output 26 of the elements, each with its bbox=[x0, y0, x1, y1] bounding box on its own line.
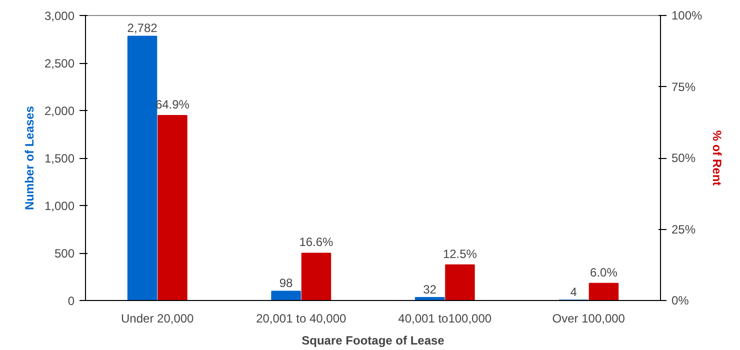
data-label: 12.5% bbox=[442, 246, 478, 261]
x-tick-label: 20,001 to 40,000 bbox=[256, 312, 346, 326]
x-axis-title: Square Footage of Lease bbox=[302, 334, 445, 348]
data-label: 16.6% bbox=[299, 235, 334, 250]
x-tick-label: 40,001 to100,000 bbox=[398, 312, 492, 326]
y2-tick-label: 100% bbox=[672, 8, 703, 22]
y2-tick-label: 25% bbox=[672, 222, 696, 236]
x-tick-label: Under 20,000 bbox=[121, 312, 194, 326]
text: % of Rent bbox=[710, 130, 724, 186]
data-label: 2,782 bbox=[127, 21, 158, 36]
data-label: 32 bbox=[423, 282, 437, 296]
y2-tick-label: 75% bbox=[672, 80, 696, 94]
y2-tick-label: 50% bbox=[672, 151, 696, 165]
y-tick-label: 500 bbox=[54, 246, 75, 260]
text: Number of Leases bbox=[22, 106, 36, 210]
data-label: 4 bbox=[570, 285, 578, 300]
data-label: 6.0% bbox=[590, 265, 618, 280]
data-label: 98 bbox=[279, 276, 294, 290]
y-tick-label: 1,500 bbox=[44, 152, 75, 166]
y-tick-label: 0 bbox=[68, 294, 75, 308]
x-tick-label: Over 100,000 bbox=[552, 312, 626, 326]
y-tick-label: 1,000 bbox=[44, 199, 75, 213]
y2-tick-label: 0% bbox=[672, 294, 690, 308]
y-tick-label: 2,000 bbox=[44, 104, 75, 118]
y-tick-label: 3,000 bbox=[44, 9, 75, 23]
y-tick-label: 2,500 bbox=[44, 56, 75, 70]
